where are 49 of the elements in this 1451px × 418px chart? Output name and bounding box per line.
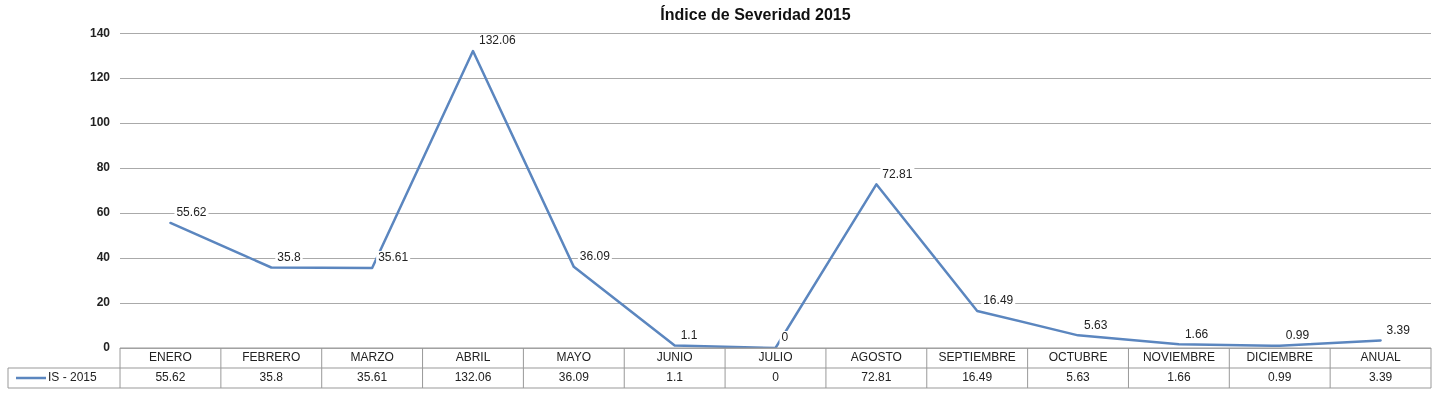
data-label: 35.8 [259, 370, 284, 385]
data-label: 132.06 [454, 370, 492, 385]
legend-label: IS - 2015 [48, 370, 98, 385]
x-tick-label: JULIO [758, 350, 793, 365]
data-label: 0.99 [1268, 370, 1292, 385]
data-label: 16.49 [962, 370, 993, 385]
x-tick-label: AGOSTO [850, 350, 902, 365]
x-tick-label: FEBRERO [242, 350, 301, 365]
x-tick-label: SEPTIEMBRE [938, 350, 1016, 365]
data-label: 3.39 [1368, 370, 1393, 385]
y-tick-label: 140 [89, 25, 111, 40]
x-tick-label: JUNIO [656, 350, 693, 365]
y-tick-label: 80 [96, 160, 111, 175]
y-tick-label: 0 [103, 340, 111, 355]
data-label: 1.1 [666, 370, 684, 385]
annotation: 1.66 [1184, 326, 1209, 341]
annotation: 55.62 [176, 205, 207, 220]
x-tick-label: MARZO [350, 350, 394, 365]
data-label: 0 [772, 370, 780, 385]
annotation: 35.61 [378, 250, 409, 265]
x-tick-label: ABRIL [455, 350, 491, 365]
annotation: 35.8 [277, 249, 301, 264]
x-tick-label: ENERO [149, 350, 192, 365]
data-label: 36.09 [558, 370, 590, 385]
data-label: 5.63 [1066, 370, 1091, 385]
data-label: 1.66 [1167, 370, 1191, 385]
annotation: 72.81 [882, 166, 913, 181]
data-label: 72.81 [861, 370, 892, 385]
annotation: 5.63 [1084, 317, 1108, 332]
y-tick-label: 20 [96, 295, 111, 310]
annotation: 3.39 [1386, 322, 1411, 337]
annotation: 0.99 [1285, 328, 1310, 343]
x-tick-label: ANUAL [1360, 350, 1401, 365]
y-tick-label: 100 [89, 115, 111, 130]
y-tick-label: 60 [96, 205, 111, 220]
x-tick-label: MAYO [556, 350, 592, 365]
chart-title: Índice de Severidad 2015 [660, 5, 851, 24]
annotation: 36.09 [579, 249, 611, 264]
annotation: 1.1 [680, 327, 698, 342]
annotation: 132.06 [478, 33, 517, 48]
data-label: 55.62 [155, 370, 186, 385]
y-tick-label: 120 [89, 70, 111, 85]
annotation: 0 [781, 330, 789, 345]
data-label: 35.61 [357, 370, 388, 385]
x-tick-label: DICIEMBRE [1246, 350, 1314, 365]
x-tick-label: OCTUBRE [1048, 350, 1108, 365]
x-tick-label: NOVIEMBRE [1142, 350, 1215, 365]
y-tick-label: 40 [96, 250, 111, 265]
annotation: 16.49 [983, 293, 1014, 308]
